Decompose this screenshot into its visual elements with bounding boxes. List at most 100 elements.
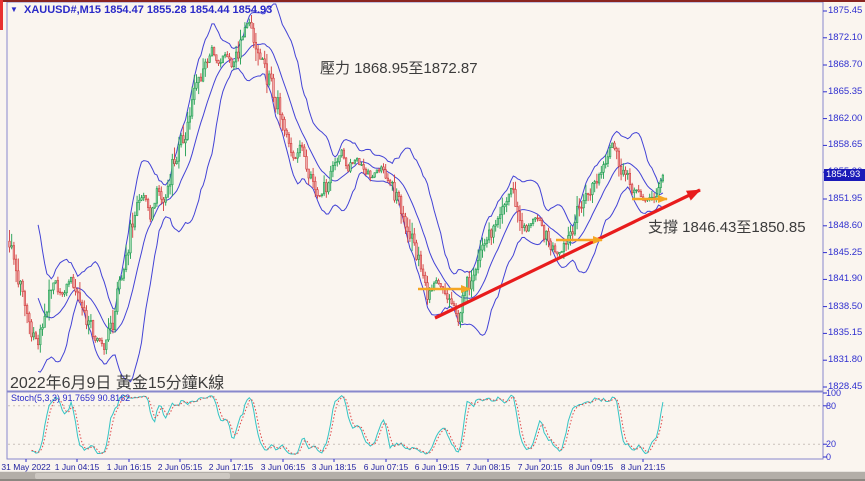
stoch-level-label: 100	[826, 388, 842, 398]
candle-body	[388, 180, 392, 184]
candle-body	[615, 148, 618, 152]
candle-body	[246, 23, 249, 28]
candle-body	[417, 254, 420, 260]
candle-body	[514, 189, 517, 207]
candle-body	[479, 249, 482, 261]
price-tick-label: 1838.50	[828, 300, 863, 312]
candle-body	[28, 313, 31, 323]
candle-body	[571, 231, 574, 235]
candle-body	[551, 245, 554, 250]
candle-body	[158, 188, 161, 192]
candle-body	[298, 144, 302, 154]
candle-body	[252, 27, 255, 43]
candle-body	[644, 199, 647, 202]
price-tick-label: 1835.15	[828, 327, 863, 339]
candle-body	[520, 220, 524, 228]
candle-body	[318, 195, 321, 197]
candle-body	[408, 231, 412, 239]
candle-body	[74, 286, 77, 292]
candle-body	[512, 187, 515, 190]
candle-body	[452, 303, 456, 307]
candle-body	[490, 229, 493, 238]
price-tick-label: 1845.25	[828, 246, 863, 258]
candle-body	[657, 187, 660, 197]
candle-body	[147, 199, 150, 208]
price-tick-label: 1872.10	[828, 31, 863, 43]
candle-body	[76, 290, 79, 294]
current-price-badge: 1854.93	[824, 169, 865, 181]
price-tick-label: 1851.95	[828, 193, 863, 204]
candle-body	[17, 270, 20, 285]
symbol-dropdown-icon[interactable]: ▼	[10, 5, 18, 14]
candle-body	[584, 193, 587, 201]
candle-body	[553, 245, 557, 253]
candle-body	[197, 76, 200, 83]
stoch-k-line	[31, 394, 664, 455]
candle-body	[602, 164, 605, 173]
candle-body	[39, 328, 42, 346]
time-axis-label: 7 Jun 08:15	[465, 462, 511, 472]
candle-body	[151, 207, 154, 220]
candle-body	[296, 152, 299, 159]
candle-body	[114, 311, 117, 331]
time-axis-label: 8 Jun 21:15	[620, 462, 666, 472]
candle-body	[250, 22, 253, 29]
candle-body	[437, 280, 440, 284]
candle-body	[421, 268, 425, 276]
candle-body	[140, 197, 143, 201]
candle-body	[54, 280, 57, 284]
candle-body	[591, 183, 594, 195]
candle-body	[41, 327, 44, 330]
candle-body	[23, 291, 27, 306]
candle-body	[371, 176, 374, 179]
candle-body	[56, 280, 59, 293]
candle-body	[573, 222, 576, 235]
candle-body	[556, 251, 559, 255]
candle-body	[160, 191, 163, 200]
candle-body	[404, 216, 407, 228]
candle-body	[507, 193, 511, 202]
candle-body	[342, 149, 346, 159]
candle-body	[188, 115, 192, 123]
candle-body	[36, 338, 40, 346]
candle-body	[600, 172, 603, 175]
candle-body	[50, 289, 53, 292]
candle-body	[12, 245, 16, 260]
candle-body	[213, 47, 216, 56]
candle-body	[149, 207, 152, 220]
stoch-d-line	[31, 395, 664, 455]
candle-body	[459, 312, 462, 323]
candle-body	[270, 73, 273, 79]
candle-body	[597, 174, 601, 184]
candle-body	[100, 340, 103, 344]
candle-body	[199, 76, 203, 82]
candle-body	[472, 274, 475, 282]
candle-body	[608, 147, 612, 158]
candle-body	[320, 193, 324, 197]
candle-body	[314, 181, 317, 191]
candle-body	[399, 196, 403, 214]
candle-body	[562, 243, 565, 252]
candle-body	[564, 243, 568, 245]
candle-body	[384, 169, 387, 179]
price-tick-label: 1875.45	[828, 5, 863, 16]
candle-body	[529, 223, 532, 226]
candle-body	[364, 168, 368, 175]
candle-body	[351, 162, 354, 164]
price-tick-label: 1831.80	[828, 354, 863, 366]
candle-body	[542, 225, 546, 240]
candle-body	[45, 311, 48, 317]
time-axis-label: 1 Jun 16:15	[106, 462, 152, 472]
candle-body	[155, 188, 159, 204]
candle-body	[659, 180, 662, 188]
candle-body	[58, 291, 62, 294]
candle-body	[457, 313, 460, 323]
candle-body	[72, 276, 75, 288]
scrollbar-thumb[interactable]	[35, 473, 230, 479]
candle-body	[287, 134, 291, 144]
candle-body	[428, 290, 431, 300]
candle-body	[468, 277, 471, 290]
candle-body	[470, 280, 473, 290]
